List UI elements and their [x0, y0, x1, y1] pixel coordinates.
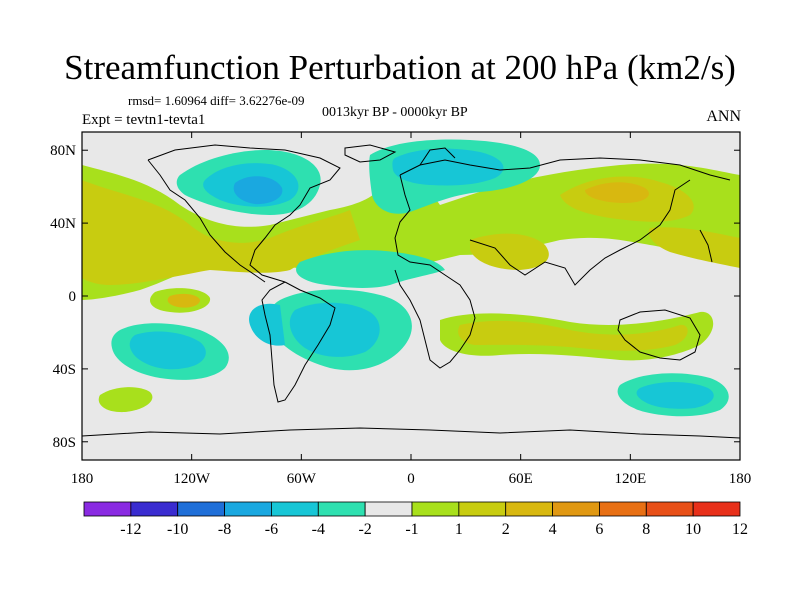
pos-south-pacific-high [98, 387, 153, 413]
australia-coast [617, 309, 701, 361]
period-label: 0013kyr BP - 0000kyr BP [322, 105, 468, 120]
y-tick-label: 0 [69, 289, 77, 305]
pos-indian-ocean-core [458, 320, 688, 351]
field-layer [82, 139, 740, 417]
coastlines [82, 144, 740, 439]
pos-atlantic-pacific-high [82, 180, 360, 285]
x-tick-label: 60E [509, 471, 533, 487]
colorbar-swatch [411, 501, 460, 517]
colorbar-label: 12 [732, 521, 748, 538]
scandinavia-coast [419, 147, 456, 166]
colorbar-label: -2 [358, 521, 371, 538]
y-tick-label: 40N [50, 216, 76, 232]
pos-middle-east [470, 233, 549, 270]
japan-coast [699, 229, 713, 263]
neg-tropical-atlantic [296, 250, 445, 288]
colorbar-swatch [130, 501, 179, 517]
africa-coast [394, 174, 476, 369]
colorbar-label: 8 [642, 521, 650, 538]
eurasia-north-coast [399, 157, 731, 181]
y-tick-label: 40S [53, 362, 76, 378]
colorbar-label: -1 [405, 521, 418, 538]
x-tick-label: 180 [729, 471, 752, 487]
colorbar-swatch [317, 501, 366, 517]
colorbar-swatch [458, 501, 507, 517]
colorbar-swatch [645, 501, 694, 517]
pos-siberia-core [585, 182, 649, 203]
colorbar-swatch [692, 501, 741, 517]
x-tick-label: 180 [71, 471, 94, 487]
neg-north-atlantic-core [392, 148, 504, 186]
colorbar-swatch [177, 501, 225, 517]
x-tick-label: 60W [287, 471, 317, 487]
colorbar-swatch [599, 501, 647, 517]
neg-southern-pacific-core [636, 382, 714, 409]
stats-label: rmsd= 1.60964 diff= 3.62276e-09 [128, 93, 305, 108]
antarctica-coast [82, 427, 740, 439]
colorbar-label: 2 [502, 521, 510, 538]
neg-south-pacific-core [129, 331, 206, 370]
pos-west-pacific [648, 227, 740, 268]
y-tick-label: 80S [53, 435, 76, 451]
season-label: ANN [706, 108, 741, 125]
colorbar-label: -10 [167, 521, 188, 538]
pos-equatorial-pacific-core [167, 293, 200, 308]
colorbar-label: -4 [312, 521, 325, 538]
colorbar-label: -12 [120, 521, 141, 538]
y-tick-label: 80N [50, 143, 76, 159]
neg-canada-core [233, 176, 283, 205]
experiment-label: Expt = tevtn1-tevta1 [82, 112, 206, 128]
neg-south-atlantic-core [289, 302, 380, 357]
chart-title: Streamfunction Perturbation at 200 hPa (… [64, 48, 736, 87]
colorbar-swatch [83, 501, 132, 517]
x-tick-label: 0 [407, 471, 415, 487]
colorbar-swatch [552, 501, 600, 517]
colorbar-label: -6 [265, 521, 278, 538]
colorbar-label: 1 [455, 521, 463, 538]
south-asia-coast [469, 179, 691, 286]
colorbar-swatch [364, 501, 413, 517]
colorbar-swatch [271, 501, 319, 517]
north-america-west-coast [147, 159, 266, 283]
colorbar-label: 4 [549, 521, 557, 538]
colorbar-label: -8 [218, 521, 231, 538]
south-america-coast [261, 281, 336, 403]
x-tick-label: 120W [173, 471, 211, 487]
y-axis: 80N 40N 0 40S 80S [50, 143, 740, 451]
colorbar-label: 6 [595, 521, 603, 538]
north-america-coast [147, 144, 341, 283]
greenland-coast [344, 144, 397, 163]
colorbar-swatch [224, 501, 272, 517]
colorbar-label: 10 [685, 521, 701, 538]
x-axis: 180 120W 60W 0 60E 120E 180 [71, 132, 752, 487]
colorbar-swatch [505, 501, 553, 517]
colorbar: -12 -10 -8 -6 -4 -2 -1 1 2 4 6 8 10 12 [83, 501, 748, 538]
x-tick-label: 120E [614, 471, 646, 487]
